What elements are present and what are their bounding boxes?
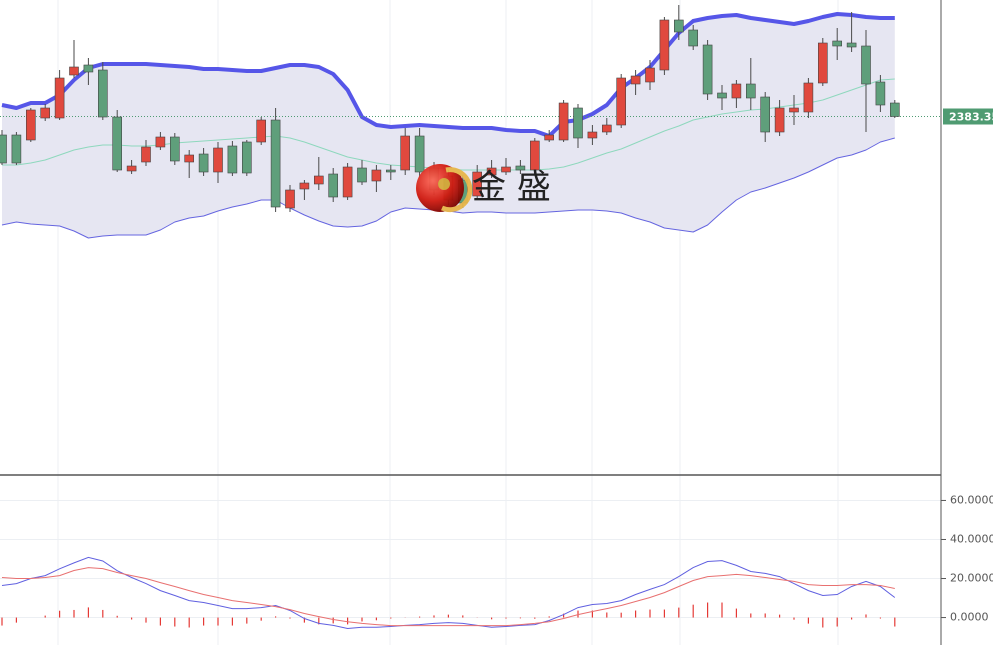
candle-body [69,66,79,76]
candle-body [529,140,540,171]
candle-body [486,167,497,176]
candle-body [83,64,94,73]
y-tick-label: 0.0000 [950,611,989,624]
candle-body [242,141,252,174]
candle-body [54,77,65,119]
candle-body [601,124,612,133]
candle-body [731,83,742,99]
axis-labels: 2383.350 60.0000 40.0000 20.0000 0.0000 [941,108,993,624]
candle-body [270,119,281,208]
candle-body [141,146,151,163]
candle-body [745,83,756,99]
logo-dot [438,178,450,190]
candle-body [400,135,411,171]
candle-body [98,69,108,118]
macd-line [1,567,895,627]
candle-body [573,107,583,139]
candle-body [213,147,223,173]
candle-body [155,136,166,148]
band-line [1,12,895,138]
candle-body [342,166,353,198]
candle-body [371,169,382,182]
candle-body [198,153,209,173]
logo-ring [441,167,473,213]
candle-body [170,136,180,162]
candle-body [328,173,339,198]
y-tick-label: 60.0000 [950,493,993,506]
y-tick-label: 40.0000 [950,532,993,545]
candle-body [227,145,238,174]
candle-body [40,107,51,119]
candle-body [112,116,122,171]
candle-body [25,109,36,141]
candle-body [760,96,771,133]
candle-body [875,81,886,106]
candle-body [515,165,526,171]
candle-body [256,119,267,143]
candle-body [659,19,670,71]
candle-body [702,44,713,95]
candle-body [414,135,425,173]
macd-panel [0,499,941,630]
last-price-tag [943,108,993,125]
candle-body [0,134,7,164]
candle-body [558,102,569,141]
candle-body [832,40,843,47]
candle-body [11,134,22,164]
candle-body [889,102,900,117]
candle-body [126,165,137,172]
candle-body [673,19,684,33]
candle-body [184,154,194,163]
candle-body [861,45,871,85]
candle-body [846,42,857,48]
y-tick-label: 20.0000 [950,572,993,585]
candle-body [299,182,310,190]
candle-body [817,42,828,84]
candle-body [472,171,483,197]
candle-body [501,166,511,173]
candle-body [774,107,785,133]
candle-body [688,29,699,47]
candle-body [313,175,324,185]
candle-body [357,167,367,183]
candle-body [285,189,295,209]
macd-line [1,556,896,630]
candle-body [385,169,396,173]
candle-body [587,131,598,139]
candle-body [645,67,655,83]
candle-body [544,134,555,141]
watermark-logo [416,164,473,213]
candle-body [616,77,627,126]
candle-body [717,92,727,99]
candle-body [630,75,641,85]
candle-body [789,107,799,113]
candle-body [803,82,814,113]
watermark-text: 金 盛 [472,168,551,208]
last-price-label: 2383.350 [949,111,993,124]
